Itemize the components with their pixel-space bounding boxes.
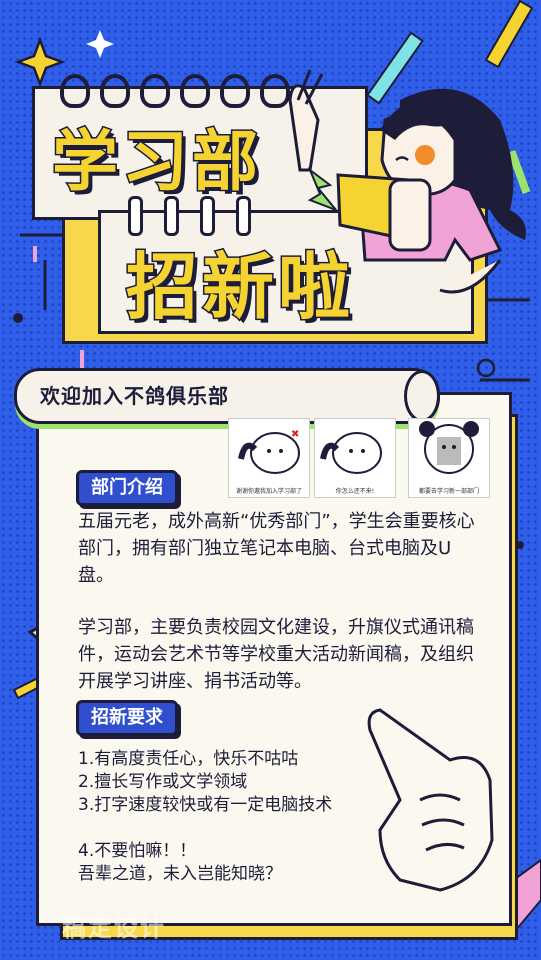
girl-megaphone-illustration	[288, 69, 526, 294]
watermark-text: 稿定设计	[62, 914, 166, 942]
sparkle-icon	[14, 36, 66, 88]
title-line2: 招新啦	[124, 244, 355, 331]
meme-sticker: 你怎么还不来!	[314, 418, 396, 498]
binder-ring-icon	[220, 74, 250, 108]
pointing-hand-illustration	[367, 708, 494, 892]
closing-line: 吾辈之道，未入岂能知晓？	[78, 864, 282, 884]
intro-paragraph-2: 学习部，主要负责校园文化建设，升旗仪式通讯稿件，运动会艺术节等学校重大活动新闻稿…	[78, 617, 474, 692]
meme-sticker: ✖ 谢谢你邀我加入学习部了	[228, 418, 310, 498]
spiral-clip-icon	[128, 196, 143, 236]
meme-sticker: 都要去学习新一部部门	[408, 418, 490, 498]
spiral-clip-icon	[164, 196, 179, 236]
binder-ring-icon	[60, 74, 90, 108]
meme-face-icon	[320, 432, 382, 474]
panda-face-icon	[419, 421, 479, 474]
welcome-banner	[14, 368, 440, 424]
title-line1: 学习部	[51, 122, 262, 202]
meme-caption: 都要去学习新一部部门	[418, 488, 479, 495]
binder-ring-icon	[100, 74, 130, 108]
requirement-item: 2.擅长写作或文学领域	[78, 772, 248, 792]
sparkle-icon	[86, 30, 114, 58]
meme-face-icon: ✖	[238, 429, 300, 474]
spiral-clip-icon	[200, 196, 215, 236]
section-tag-intro: 部门介绍	[76, 470, 178, 506]
svg-text:✖: ✖	[291, 429, 299, 440]
intro-paragraph-1: 五届元老，成外高新“优秀部门”，学生会重要核心部门，拥有部门独立笔记本电脑、台式…	[78, 511, 475, 586]
welcome-banner-text: 欢迎加入不鸽俱乐部	[40, 384, 229, 408]
binder-ring-icon	[140, 74, 170, 108]
requirement-item: 4.不要怕嘛！！	[78, 841, 197, 861]
spiral-clip-icon	[236, 196, 251, 236]
binder-ring-icon	[260, 74, 290, 108]
requirement-item: 3.打字速度较快或有一定电脑技术	[78, 795, 333, 815]
scroll-roll	[404, 370, 440, 422]
meme-caption: 谢谢你邀我加入学习部了	[235, 488, 302, 495]
binder-ring-icon	[180, 74, 210, 108]
section-tag-requirements: 招新要求	[76, 700, 178, 736]
meme-caption: 你怎么还不来!	[335, 488, 375, 495]
requirement-item: 1.有高度责任心，快乐不咕咕	[78, 749, 299, 769]
